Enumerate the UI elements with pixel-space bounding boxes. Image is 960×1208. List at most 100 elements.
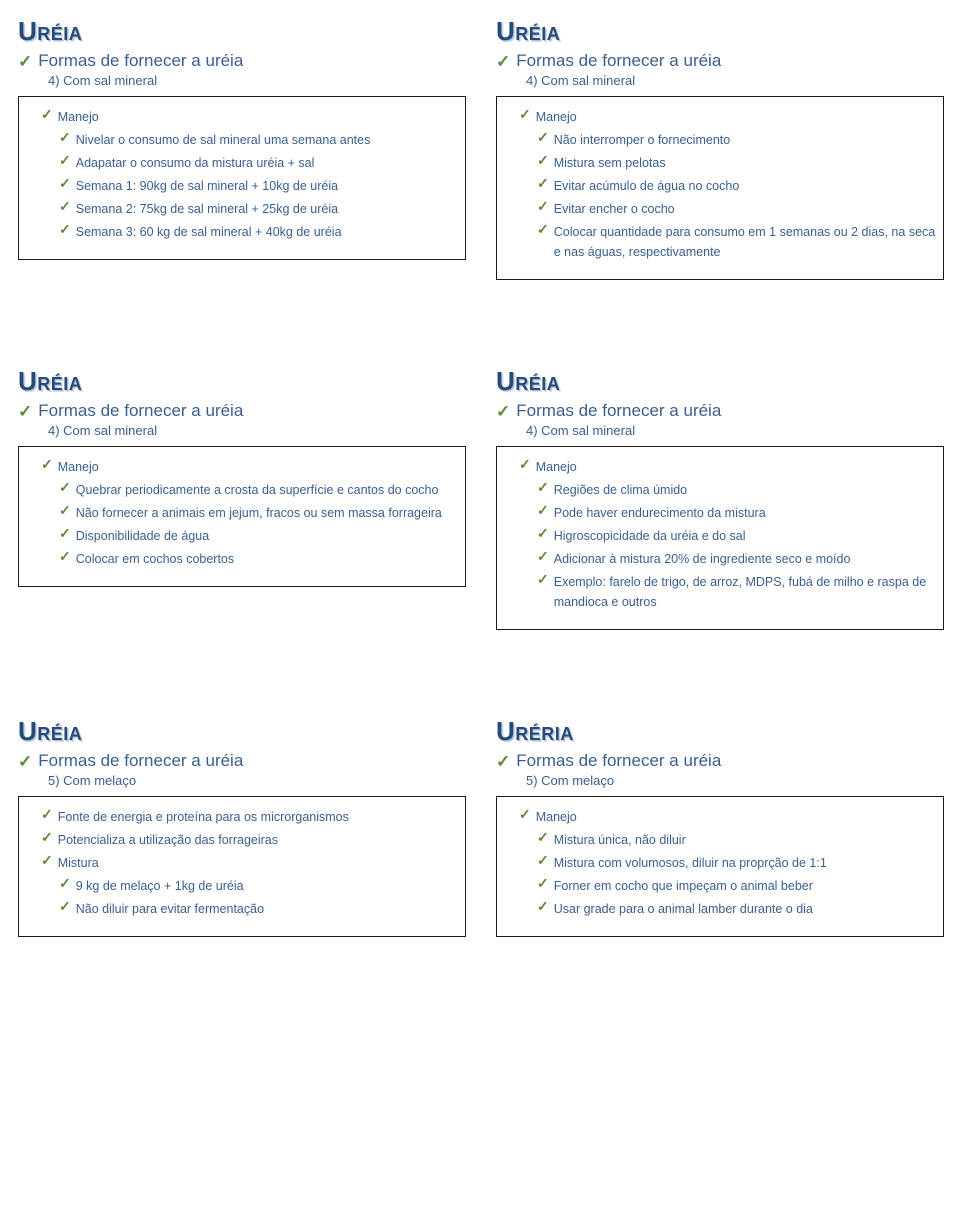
check-icon: ✓ xyxy=(496,753,510,770)
list-item-text: Regiões de clima úmido xyxy=(554,480,687,500)
slide-grid: Uréia ✓ Formas de fornecer a uréia 4) Com s… xyxy=(0,0,960,1000)
subheading-text: 4) Com sal mineral xyxy=(526,423,944,438)
brand-title-wrap: Uréia xyxy=(18,716,466,747)
check-icon: ✓ xyxy=(537,876,549,890)
check-icon: ✓ xyxy=(41,807,53,821)
list-item: ✓Fonte de energia e proteína para os mic… xyxy=(29,807,459,827)
list-item-text: Semana 2: 75kg de sal mineral + 25kg de … xyxy=(76,199,338,219)
list-item: ✓ Higroscopicidade da uréia e do sal xyxy=(507,526,937,546)
list-item: ✓Nivelar o consumo de sal mineral uma se… xyxy=(29,130,459,150)
check-icon: ✓ xyxy=(41,107,53,121)
content-box: ✓ Manejo ✓ Não interromper o fornecimento ✓ M… xyxy=(496,96,944,280)
list-item-text: Manejo xyxy=(536,107,577,127)
list-item: ✓ Não interromper o fornecimento xyxy=(507,130,937,150)
list-item-text: Mistura sem pelotas xyxy=(554,153,666,173)
check-icon: ✓ xyxy=(59,549,71,563)
list-item: ✓ Quebrar periodicamente a crosta da supe… xyxy=(29,480,459,500)
check-icon: ✓ xyxy=(519,107,531,121)
check-icon: ✓ xyxy=(496,403,510,420)
list-item: ✓ Usar grade para o animal lamber durante… xyxy=(507,899,937,919)
slide: Uréia✓Formas de fornecer a uréia5) Com m… xyxy=(8,710,474,970)
check-icon: ✓ xyxy=(519,807,531,821)
list-item-text: Pode haver endurecimento da mistura xyxy=(554,503,766,523)
check-icon: ✓ xyxy=(18,53,32,70)
brand-title: Uréia xyxy=(496,16,944,47)
brand-title: Uréia xyxy=(496,366,944,397)
check-icon: ✓ xyxy=(59,153,71,167)
check-icon: ✓ xyxy=(537,503,549,517)
list-item-text: Manejo xyxy=(58,107,99,127)
list-item: ✓Semana 3: 60 kg de sal mineral + 40kg d… xyxy=(29,222,459,242)
list-item-text: Nivelar o consumo de sal mineral uma sem… xyxy=(76,130,371,150)
list-item: ✓ Mistura sem pelotas xyxy=(507,153,937,173)
brand-title-wrap: Uréria xyxy=(496,716,944,747)
list-item: ✓ Disponibilidade de água xyxy=(29,526,459,546)
check-icon: ✓ xyxy=(59,480,71,494)
check-icon: ✓ xyxy=(59,176,71,190)
list-item: ✓ Regiões de clima úmido xyxy=(507,480,937,500)
content-box: ✓Manejo✓Nivelar o consumo de sal mineral… xyxy=(18,96,466,260)
list-item-text: Não fornecer a animais em jejum, fracos … xyxy=(76,503,442,523)
check-icon: ✓ xyxy=(59,222,71,236)
brand-title-wrap: Uréia xyxy=(18,16,466,47)
content-box: ✓ Manejo ✓ Mistura única, não diluir ✓Mistur… xyxy=(496,796,944,937)
check-icon: ✓ xyxy=(59,526,71,540)
check-icon: ✓ xyxy=(41,853,53,867)
check-icon: ✓ xyxy=(537,130,549,144)
heading-text: Formas de fornecer a uréia xyxy=(38,51,243,71)
list-item: ✓ Semana 1: 90kg de sal mineral + 10kg de… xyxy=(29,176,459,196)
slide: Uréia✓Formas de fornecer a uréia4) Com s… xyxy=(8,360,474,640)
list-item: ✓Não diluir para evitar fermentação xyxy=(29,899,459,919)
list-item-text: Adicionar à mistura 20% de ingrediente s… xyxy=(554,549,851,569)
heading-text: Formas de fornecer a uréia xyxy=(516,401,721,421)
slide: Uréia ✓ Formas de fornecer a uréia 4) Com s… xyxy=(8,10,474,290)
list-item-text: Colocar quantidade para consumo em 1 sem… xyxy=(554,222,937,262)
check-icon: ✓ xyxy=(519,457,531,471)
check-icon: ✓ xyxy=(537,480,549,494)
list-item-text: Usar grade para o animal lamber durante … xyxy=(554,899,813,919)
heading-row: ✓Formas de fornecer a uréia xyxy=(18,751,466,771)
content-box: ✓Manejo✓Quebrar periodicamente a crosta … xyxy=(18,446,466,587)
check-icon: ✓ xyxy=(496,53,510,70)
heading-row: ✓Formas de fornecer a uréia xyxy=(18,401,466,421)
list-item-text: Adapatar o consumo da mistura uréia + sa… xyxy=(76,153,315,173)
slide: Uréria✓Formas de fornecer a uréia5) Com … xyxy=(486,710,952,970)
list-item-text: Higroscopicidade da uréia e do sal xyxy=(554,526,746,546)
heading-row: ✓ Formas de fornecer a uréia xyxy=(496,401,944,421)
check-icon: ✓ xyxy=(537,526,549,540)
heading-row: ✓Formas de fornecer a uréia xyxy=(496,51,944,71)
slide: Uréia✓Formas de fornecer a uréia4) Com s… xyxy=(486,10,952,290)
list-item: ✓Adicionar à mistura 20% de ingrediente … xyxy=(507,549,937,569)
check-icon: ✓ xyxy=(537,899,549,913)
list-item-text: 9 kg de melaço + 1kg de uréia xyxy=(76,876,244,896)
list-item-text: Manejo xyxy=(536,807,577,827)
list-item-text: Semana 1: 90kg de sal mineral + 10kg de … xyxy=(76,176,338,196)
list-item-text: Mistura única, não diluir xyxy=(554,830,686,850)
list-item: ✓Forner em cocho que impeçam o animal be… xyxy=(507,876,937,896)
list-item: ✓Exemplo: farelo de trigo, de arroz, MDP… xyxy=(507,572,937,612)
list-item: ✓ Pode haver endurecimento da mistura xyxy=(507,503,937,523)
check-icon: ✓ xyxy=(537,176,549,190)
list-item-text: Manejo xyxy=(536,457,577,477)
subheading-text: 5) Com melaço xyxy=(526,773,944,788)
check-icon: ✓ xyxy=(41,830,53,844)
list-item: ✓ Manejo xyxy=(507,807,937,827)
list-item-text: Evitar acúmulo de água no cocho xyxy=(554,176,740,196)
list-item: ✓9 kg de melaço + 1kg de uréia xyxy=(29,876,459,896)
list-item: ✓ Semana 2: 75kg de sal mineral + 25kg de… xyxy=(29,199,459,219)
list-item-text: Potencializa a utilização das forrageira… xyxy=(58,830,278,850)
list-item-text: Quebrar periodicamente a crosta da super… xyxy=(76,480,439,500)
list-item: ✓Não fornecer a animais em jejum, fracos… xyxy=(29,503,459,523)
list-item-text: Evitar encher o cocho xyxy=(554,199,675,219)
check-icon: ✓ xyxy=(537,153,549,167)
heading-row: ✓ Formas de fornecer a uréia xyxy=(18,51,466,71)
brand-title-wrap: Uréia xyxy=(496,366,944,397)
subheading-text: 4) Com sal mineral xyxy=(48,73,466,88)
content-box: ✓Fonte de energia e proteína para os mic… xyxy=(18,796,466,937)
list-item-text: Não interromper o fornecimento xyxy=(554,130,730,150)
list-item: ✓ Mistura xyxy=(29,853,459,873)
list-item-text: Mistura xyxy=(58,853,99,873)
check-icon: ✓ xyxy=(59,199,71,213)
list-item-text: Disponibilidade de água xyxy=(76,526,209,546)
list-item: ✓Mistura com volumosos, diluir na proprç… xyxy=(507,853,937,873)
